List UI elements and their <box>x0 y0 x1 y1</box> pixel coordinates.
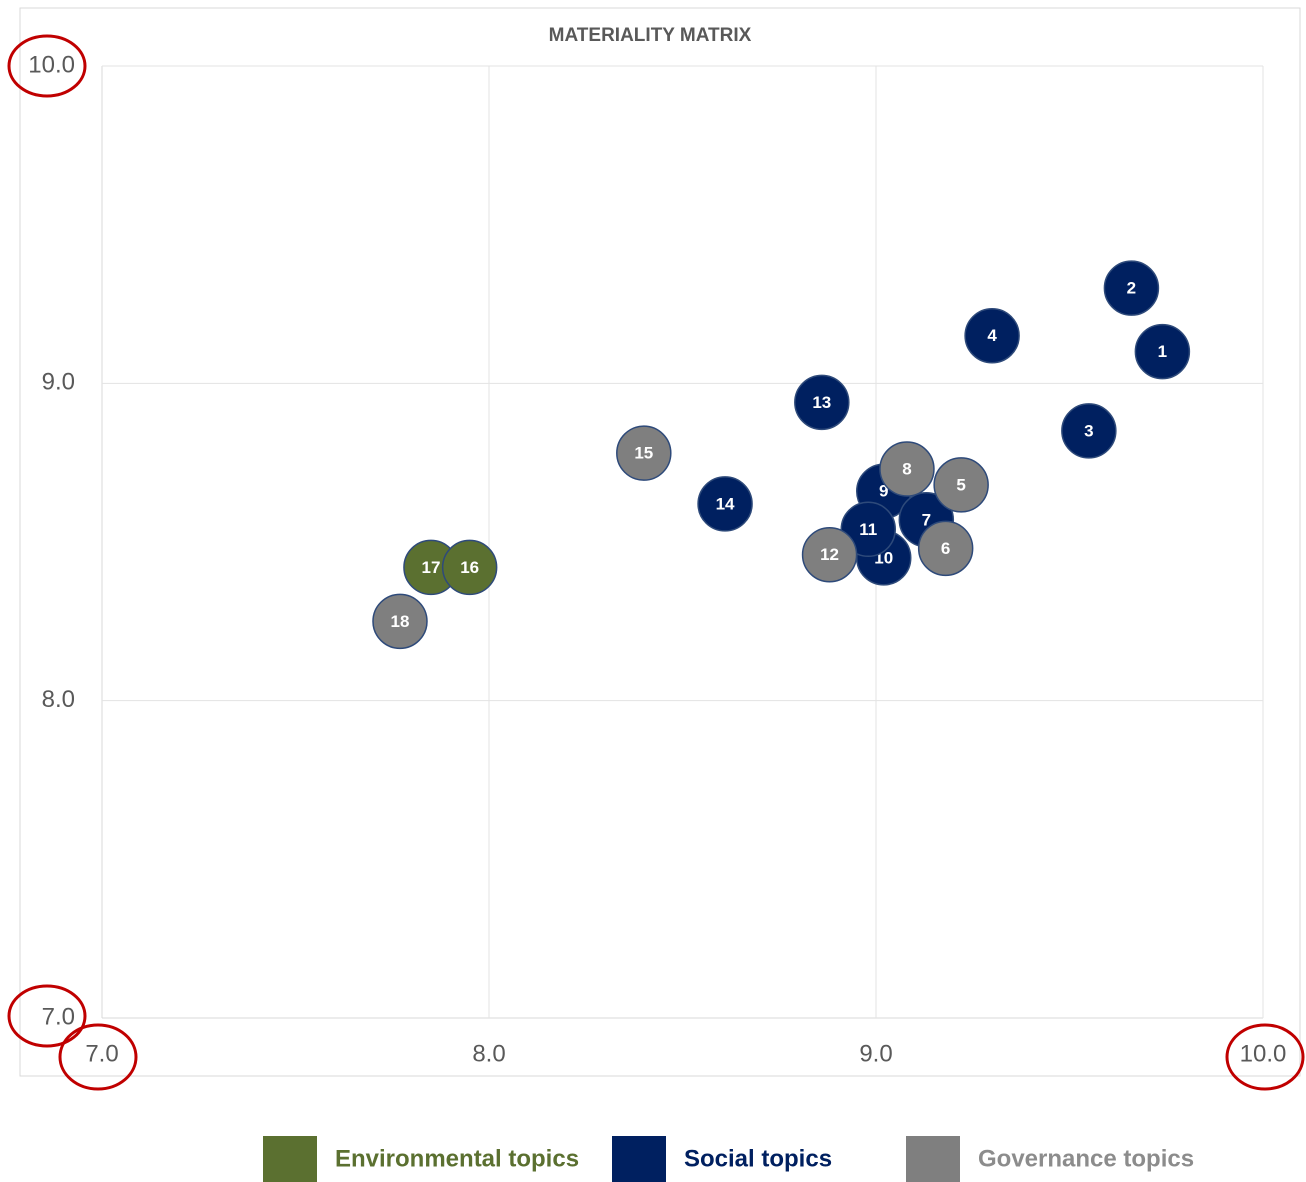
bubble <box>1134 323 1191 380</box>
bubble-label: 18 <box>391 612 410 631</box>
annotation-circle <box>58 1023 138 1091</box>
chart-frame <box>19 7 1301 1077</box>
x-tick-label: 10.0 <box>1240 1040 1287 1067</box>
y-tick-label: 10.0 <box>28 51 75 78</box>
bubble <box>840 501 897 558</box>
bubble-label: 17 <box>421 558 440 577</box>
bubble <box>616 425 672 481</box>
legend-label: Governance topics <box>978 1145 1194 1172</box>
y-tick-label: 8.0 <box>42 686 75 713</box>
legend-swatch <box>263 1136 317 1182</box>
bubble <box>794 374 850 431</box>
bubble-label: 9 <box>879 482 888 501</box>
legend-label: Social topics <box>684 1145 832 1172</box>
bubble-label: 6 <box>941 539 950 558</box>
annotation-circle <box>7 984 87 1048</box>
bubble-label: 14 <box>716 494 735 513</box>
bubble-label: 16 <box>460 558 479 577</box>
bubble <box>1061 403 1117 459</box>
bubble <box>917 520 974 577</box>
x-tick-label: 7.0 <box>85 1040 118 1067</box>
bubble-label: 2 <box>1127 279 1136 298</box>
bubble-label: 7 <box>922 510 931 529</box>
bubble-label: 3 <box>1084 421 1093 440</box>
annotation-circle <box>7 34 87 98</box>
bubble-label: 8 <box>902 459 911 478</box>
bubble-label: 12 <box>820 545 839 564</box>
bubble <box>372 593 428 650</box>
bubble <box>1103 260 1160 316</box>
bubble <box>933 457 989 513</box>
bubble-label: 1 <box>1158 342 1167 361</box>
bubble <box>964 307 1020 364</box>
x-tick-label: 9.0 <box>859 1040 892 1067</box>
bubble-label: 5 <box>956 475 965 494</box>
legend-swatch <box>612 1136 666 1182</box>
bubble <box>801 526 858 583</box>
bubble <box>697 476 753 532</box>
legend-swatch <box>906 1136 960 1182</box>
chart-title: MATERIALITY MATRIX <box>549 25 752 46</box>
bubble-label: 4 <box>987 326 997 345</box>
x-tick-label: 8.0 <box>472 1040 505 1067</box>
annotation-circle <box>1225 1023 1305 1091</box>
bubble <box>879 441 935 497</box>
bubble-label: 15 <box>634 444 653 463</box>
bubble <box>441 539 498 596</box>
bubble-label: 13 <box>812 393 831 412</box>
legend-label: Environmental topics <box>335 1145 579 1172</box>
y-tick-label: 7.0 <box>42 1003 75 1030</box>
bubble-label: 11 <box>859 520 877 539</box>
y-tick-label: 9.0 <box>42 369 75 396</box>
